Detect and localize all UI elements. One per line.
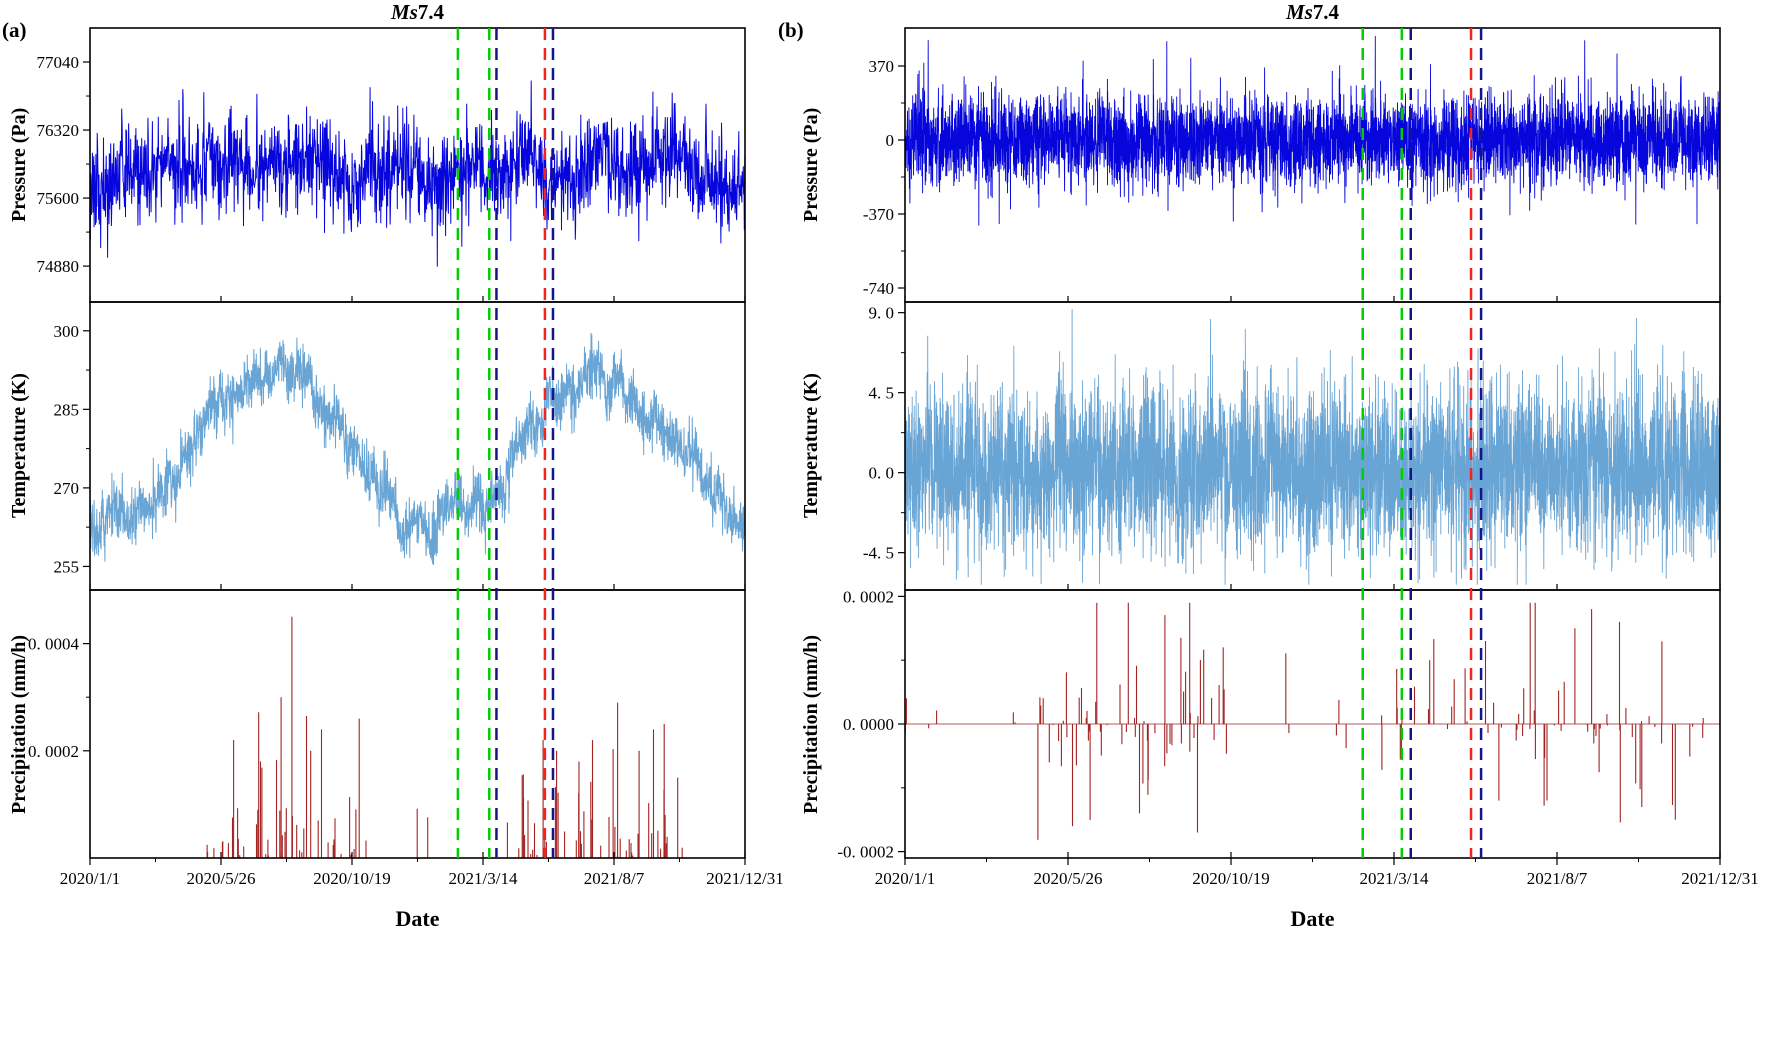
- svg-text:285: 285: [54, 400, 80, 419]
- svg-text:-4. 5: -4. 5: [863, 544, 894, 563]
- svg-text:0. 0002: 0. 0002: [28, 742, 79, 761]
- svg-text:74880: 74880: [37, 257, 80, 276]
- plots-column-a: 77040 76320 75600 74880 300 285 270 255 0. 0004 0…: [28, 27, 784, 888]
- svg-text:75600: 75600: [37, 189, 80, 208]
- title-a-magnitude-symbol: Ms: [390, 0, 418, 24]
- svg-text:-740: -740: [863, 279, 894, 298]
- precipitation-ylabel-b: Precipitation (mm/h): [800, 634, 822, 814]
- svg-text:2021/3/14: 2021/3/14: [449, 869, 518, 888]
- pressure-ylabel-a: Pressure (Pa): [8, 107, 30, 223]
- svg-text:-0. 0002: -0. 0002: [837, 843, 894, 862]
- svg-text:255: 255: [54, 557, 80, 576]
- title-b-magnitude-symbol: Ms: [1285, 0, 1313, 24]
- svg-text:270: 270: [54, 479, 80, 498]
- svg-text:2021/3/14: 2021/3/14: [1360, 869, 1429, 888]
- temperature-ylabel-a: Temperature (K): [8, 373, 30, 519]
- svg-text:2020/1/1: 2020/1/1: [875, 869, 935, 888]
- svg-text:2020/10/19: 2020/10/19: [313, 869, 390, 888]
- svg-text:2020/10/19: 2020/10/19: [1192, 869, 1269, 888]
- subfigure-a-label: (a): [2, 18, 27, 42]
- svg-text:370: 370: [869, 57, 895, 76]
- x-axis-title-a: Date: [395, 906, 440, 931]
- svg-text:76320: 76320: [37, 121, 80, 140]
- svg-text:2021/8/7: 2021/8/7: [1527, 869, 1588, 888]
- svg-text:2021/12/31: 2021/12/31: [706, 869, 783, 888]
- svg-text:0. 0004: 0. 0004: [28, 635, 80, 654]
- plots-column-b: 370 0 -370 -740 9. 0 4. 5 0. 0 -4. 5 0. 0002 0. 0…: [837, 27, 1759, 888]
- title-a-magnitude-value: 7.4: [417, 0, 445, 24]
- svg-text:77040: 77040: [37, 53, 80, 72]
- precipitation-ylabel-a: Precipitation (mm/h): [8, 634, 30, 814]
- svg-text:2021/8/7: 2021/8/7: [584, 869, 645, 888]
- svg-text:4. 5: 4. 5: [869, 384, 895, 403]
- svg-text:2020/5/26: 2020/5/26: [1034, 869, 1103, 888]
- title-b-magnitude-value: 7.4: [1312, 0, 1340, 24]
- svg-text:2020/5/26: 2020/5/26: [187, 869, 256, 888]
- svg-text:9. 0: 9. 0: [869, 304, 895, 323]
- title-a: Ms7.4: [90, 0, 745, 25]
- title-b: Ms7.4: [905, 0, 1720, 25]
- x-axis-title-b: Date: [1290, 906, 1335, 931]
- svg-text:0. 0002: 0. 0002: [843, 587, 894, 606]
- pressure-ylabel-b: Pressure (Pa): [800, 107, 822, 223]
- svg-text:300: 300: [54, 322, 80, 341]
- svg-text:2020/1/1: 2020/1/1: [60, 869, 120, 888]
- svg-text:2021/12/31: 2021/12/31: [1681, 869, 1758, 888]
- temperature-ylabel-b: Temperature (K): [800, 373, 822, 519]
- svg-text:0: 0: [886, 131, 895, 150]
- svg-text:-370: -370: [863, 205, 894, 224]
- svg-text:0. 0000: 0. 0000: [843, 715, 894, 734]
- subfigure-b-label: (b): [778, 18, 804, 42]
- svg-text:0. 0: 0. 0: [869, 464, 895, 483]
